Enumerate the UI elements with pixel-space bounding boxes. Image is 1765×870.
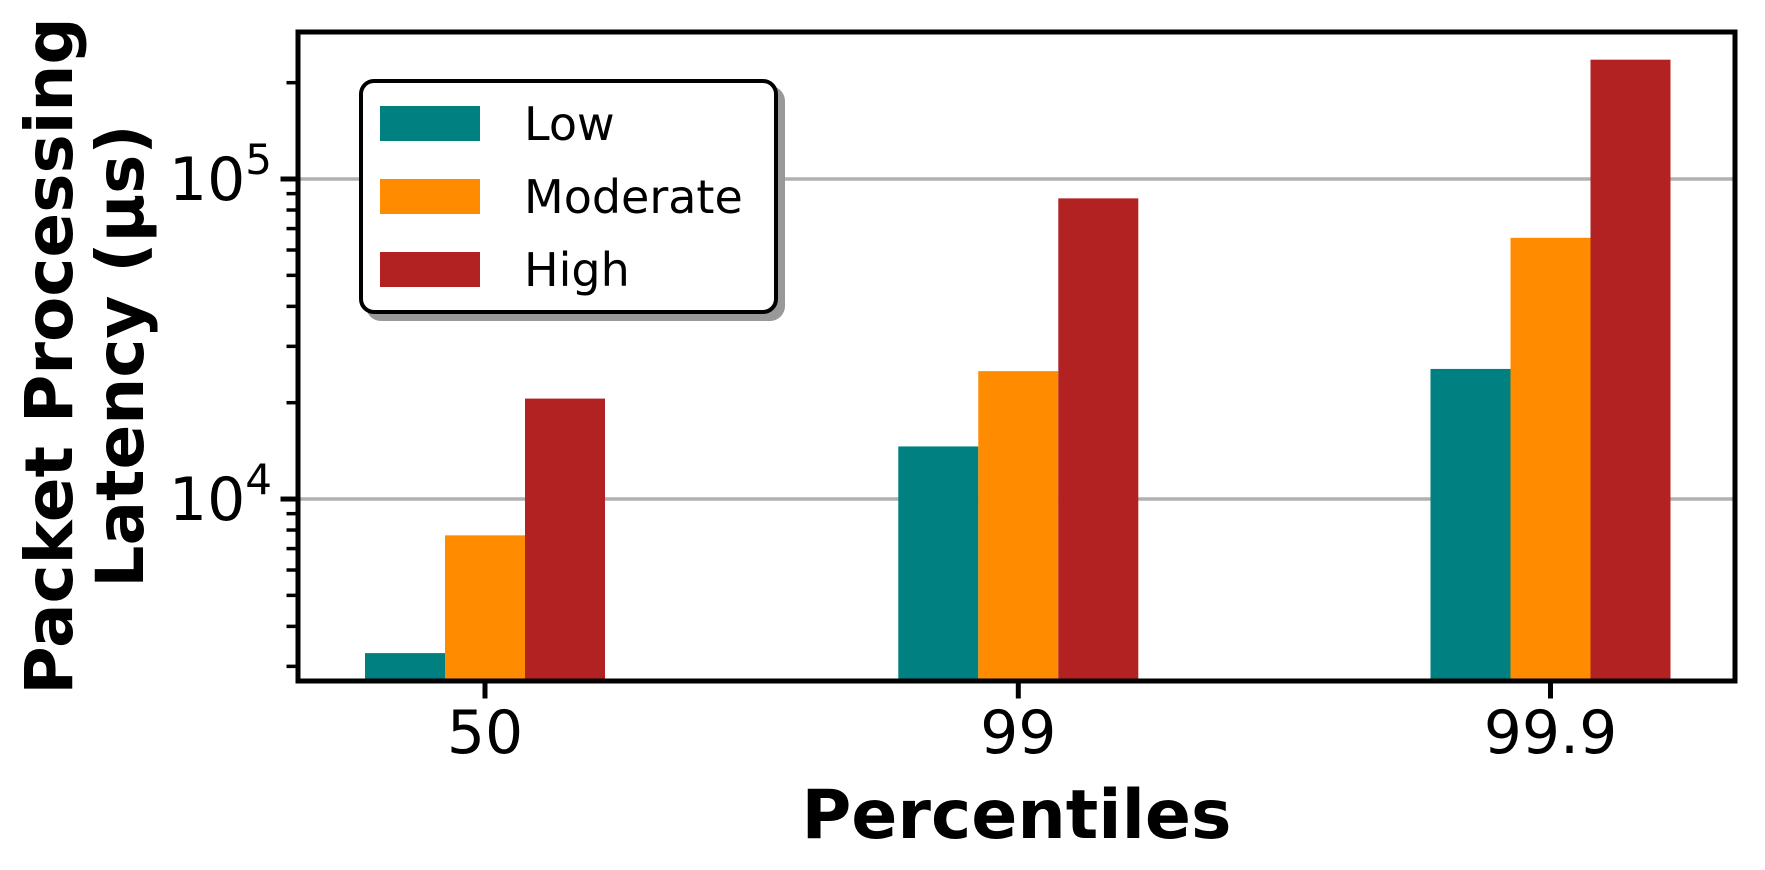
bar-moderate-p99.9 [1510, 237, 1591, 681]
x-axis-label: Percentiles [801, 776, 1232, 855]
legend-swatch-high [380, 252, 480, 287]
axes-frame [295, 29, 1738, 684]
legend-item-moderate: Moderate [363, 160, 774, 233]
y-axis-label: Packet Processing Latency (μs) [11, 0, 162, 736]
x-tick-label-99: 99 [980, 698, 1056, 768]
legend: Low Moderate High [359, 79, 778, 314]
bar-high-p50 [525, 398, 605, 681]
legend-swatch-moderate [380, 179, 480, 214]
bar-high-p99 [1058, 198, 1139, 681]
bar-low-p99 [898, 446, 979, 681]
legend-label-moderate: Moderate [524, 169, 743, 224]
y-axis-label-line1: Packet Processing [11, 17, 88, 695]
legend-swatch-low [380, 106, 480, 141]
bar-low-p99.9 [1430, 368, 1511, 681]
legend-label-high: High [524, 242, 630, 297]
x-tick-label-99.9: 99.9 [1484, 698, 1618, 768]
legend-item-high: High [363, 233, 774, 306]
bar-high-p99.9 [1590, 59, 1671, 682]
bar-moderate-p99 [978, 371, 1059, 681]
y-axis-label-line2: Latency (μs) [82, 124, 159, 588]
bar-low-p50 [365, 653, 445, 681]
bar-moderate-p50 [445, 535, 525, 681]
legend-item-low: Low [363, 87, 774, 160]
x-tick-label-50: 50 [447, 698, 523, 768]
legend-label-low: Low [524, 96, 615, 151]
